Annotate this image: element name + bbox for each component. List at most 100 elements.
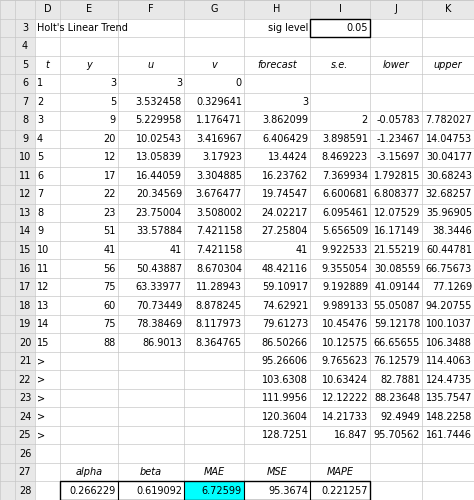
Text: >: > <box>37 356 45 366</box>
Bar <box>310 408 370 426</box>
Bar <box>0 56 15 74</box>
Text: 28: 28 <box>19 486 31 496</box>
Bar <box>0 148 15 167</box>
Bar <box>244 278 310 296</box>
Text: 19.74547: 19.74547 <box>262 190 308 200</box>
Text: 135.7547: 135.7547 <box>426 393 472 403</box>
Text: 8.364765: 8.364765 <box>196 338 242 347</box>
Bar <box>0 185 15 204</box>
Text: 7.421158: 7.421158 <box>196 245 242 255</box>
Bar <box>35 482 60 500</box>
Bar <box>422 18 474 37</box>
Bar <box>15 92 35 111</box>
Bar <box>0 74 15 92</box>
Bar <box>15 166 35 185</box>
Text: 77.1269: 77.1269 <box>432 282 472 292</box>
Bar <box>60 444 118 463</box>
Text: E: E <box>86 4 92 15</box>
Bar <box>35 278 60 296</box>
Bar <box>35 296 60 315</box>
Bar <box>310 370 370 389</box>
Bar <box>15 352 35 370</box>
Text: 27.25804: 27.25804 <box>262 226 308 236</box>
Bar <box>184 426 244 444</box>
Bar <box>0 352 15 370</box>
Bar <box>244 0 310 18</box>
Bar <box>35 148 60 167</box>
Text: 41.09144: 41.09144 <box>374 282 420 292</box>
Text: 15: 15 <box>37 338 49 347</box>
Bar <box>15 334 35 352</box>
Bar <box>60 315 118 334</box>
Bar <box>0 130 15 148</box>
Bar <box>370 204 422 222</box>
Bar <box>422 166 474 185</box>
Text: y: y <box>86 60 92 70</box>
Bar <box>184 56 244 74</box>
Text: 3.676477: 3.676477 <box>196 190 242 200</box>
Text: 27: 27 <box>19 467 31 477</box>
Text: 10.02543: 10.02543 <box>136 134 182 144</box>
Text: 10: 10 <box>37 245 49 255</box>
Bar <box>118 18 184 37</box>
Bar <box>184 370 244 389</box>
Bar <box>118 185 184 204</box>
Bar <box>35 370 60 389</box>
Bar <box>184 0 244 18</box>
Bar <box>35 222 60 240</box>
Bar <box>15 240 35 260</box>
Bar <box>310 315 370 334</box>
Bar <box>310 111 370 130</box>
Bar <box>15 296 35 315</box>
Text: 48.42116: 48.42116 <box>262 264 308 274</box>
Text: 24.02217: 24.02217 <box>262 208 308 218</box>
Bar <box>184 389 244 407</box>
Bar <box>310 296 370 315</box>
Bar <box>60 130 118 148</box>
Bar <box>118 426 184 444</box>
Bar <box>310 463 370 481</box>
Text: 66.65655: 66.65655 <box>374 338 420 347</box>
Bar <box>35 111 60 130</box>
Text: 86.50266: 86.50266 <box>262 338 308 347</box>
Bar <box>370 166 422 185</box>
Bar <box>422 426 474 444</box>
Bar <box>118 278 184 296</box>
Bar <box>184 444 244 463</box>
Text: 4: 4 <box>22 42 28 51</box>
Bar <box>15 444 35 463</box>
Bar <box>184 240 244 260</box>
Text: 21.55219: 21.55219 <box>374 245 420 255</box>
Text: 22: 22 <box>19 374 31 384</box>
Bar <box>184 278 244 296</box>
Text: 9: 9 <box>22 134 28 144</box>
Bar <box>310 278 370 296</box>
Bar <box>310 18 370 37</box>
Bar <box>60 482 370 500</box>
Bar <box>244 389 310 407</box>
Text: 30.68243: 30.68243 <box>426 171 472 181</box>
Text: 18: 18 <box>19 300 31 310</box>
Bar <box>310 482 370 500</box>
Bar <box>244 37 310 56</box>
Bar <box>60 482 118 500</box>
Text: 1.792815: 1.792815 <box>374 171 420 181</box>
Bar <box>244 56 310 74</box>
Text: 16.17149: 16.17149 <box>374 226 420 236</box>
Text: 14.04753: 14.04753 <box>426 134 472 144</box>
Bar <box>244 482 310 500</box>
Bar <box>422 74 474 92</box>
Text: 55.05087: 55.05087 <box>374 300 420 310</box>
Bar <box>184 315 244 334</box>
Text: 13: 13 <box>37 300 49 310</box>
Bar <box>0 334 15 352</box>
Bar <box>244 148 310 167</box>
Bar <box>184 18 244 37</box>
Bar <box>422 185 474 204</box>
Bar <box>118 334 184 352</box>
Bar <box>0 296 15 315</box>
Bar <box>310 166 370 185</box>
Text: 78.38469: 78.38469 <box>136 319 182 329</box>
Text: 12: 12 <box>19 190 31 200</box>
Text: 50.43887: 50.43887 <box>136 264 182 274</box>
